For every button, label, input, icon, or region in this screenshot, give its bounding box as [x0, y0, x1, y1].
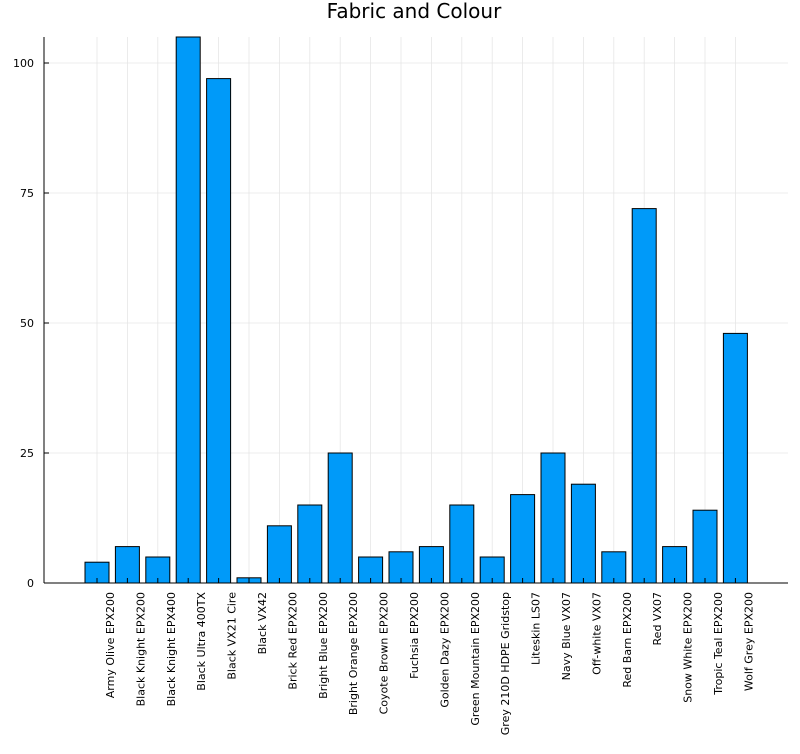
x-tick-label: Red Barn EPX200 [621, 592, 634, 688]
bar-bright-blue-epx200 [297, 504, 323, 584]
y-tick-label: 25 [20, 447, 34, 460]
x-tick-label: Army Olive EPX200 [104, 592, 117, 698]
y-tick-label: 75 [20, 187, 34, 200]
y-tick-label: 50 [20, 317, 34, 330]
bar-bright-orange-epx200 [327, 452, 353, 584]
y-tick-label: 100 [13, 57, 34, 70]
x-tick-label: Black VX21 Cire [226, 592, 239, 680]
bar-black-knight-epx400 [145, 556, 171, 584]
bar-off-white-vx07 [570, 483, 596, 584]
bar-black-knight-epx200 [114, 546, 140, 584]
bar-liteskin-ls07 [510, 494, 536, 584]
x-tick-label: Coyote Brown EPX200 [378, 592, 391, 714]
bar-golden-dazy-epx200 [418, 546, 444, 584]
bar-green-mountain-epx200 [449, 504, 475, 584]
x-tick-label: Off-white VX07 [590, 592, 603, 675]
bar-black-ultra-400tx [175, 36, 201, 584]
bar-red-vx07 [631, 208, 657, 584]
x-tick-label: Black VX42 [256, 592, 269, 654]
x-tick-label: Black Knight EPX200 [134, 592, 147, 706]
bar-snow-white-epx200 [662, 546, 688, 584]
x-tick-label: Bright Blue EPX200 [317, 592, 330, 699]
x-tick-label: Bright Orange EPX200 [347, 592, 360, 715]
x-tick-label: Green Mountain EPX200 [469, 592, 482, 726]
bar-navy-blue-vx07 [540, 452, 566, 584]
bar-brick-red-epx200 [266, 525, 292, 584]
x-tick-label: Golden Dazy EPX200 [438, 592, 451, 708]
x-tick-label: Wolf Grey EPX200 [742, 592, 755, 691]
x-tick-label: Brick Red EPX200 [286, 592, 299, 690]
x-tick-label: Black Knight EPX400 [165, 592, 178, 706]
grid-lines [44, 37, 788, 584]
x-tick-label: Liteskin LS07 [530, 592, 543, 665]
x-tick-label: Fuchsia EPX200 [408, 592, 421, 679]
x-tick-label: Grey 210D HDPE Gridstop [499, 592, 512, 735]
x-tick-label: Red VX07 [651, 592, 664, 645]
bar-wolf-grey-epx200 [722, 332, 748, 584]
bar-black-vx21-cire [206, 78, 232, 584]
x-tick-label: Tropic Teal EPX200 [712, 592, 725, 696]
chart-title: Fabric and Colour [327, 0, 502, 23]
y-tick-label: 0 [27, 577, 34, 590]
x-axis-ticks: Army Olive EPX200 Black Knight EPX200 Blac… [96, 578, 755, 735]
axes [43, 37, 788, 584]
bar-tropic-teal-epx200 [692, 509, 718, 584]
y-axis-ticks: 0 25 50 75 100 [13, 57, 49, 590]
x-tick-label: Snow White EPX200 [682, 592, 695, 703]
x-tick-label: Navy Blue VX07 [560, 592, 573, 680]
bars [84, 36, 748, 584]
x-tick-label: Black Ultra 400TX [195, 592, 208, 691]
bar-red-barn-epx200 [601, 551, 627, 584]
